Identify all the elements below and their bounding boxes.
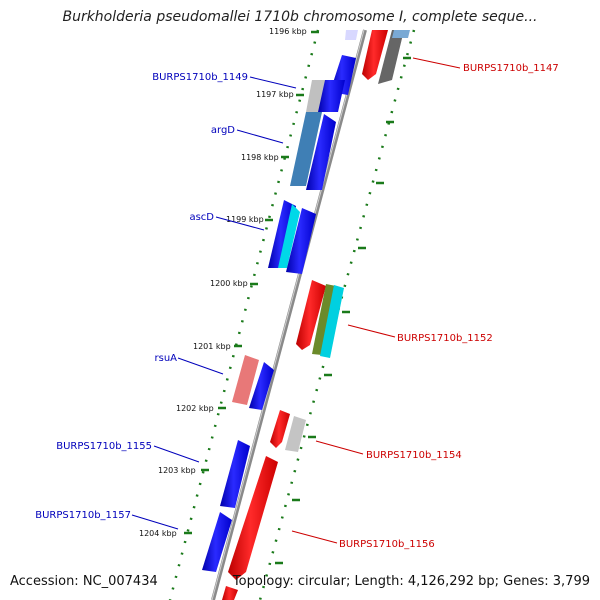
map-title: Burkholderia pseudomallei 1710b chromoso…: [62, 9, 538, 25]
gene-argD-forward[interactable]: [306, 114, 336, 190]
label-BURPS1710b_1149[interactable]: BURPS1710b_1149: [152, 72, 248, 83]
tick-label: 1198 kbp: [241, 153, 279, 162]
label-BURPS1710b_1155[interactable]: BURPS1710b_1155: [56, 441, 152, 452]
label-BURPS1710b_1152[interactable]: BURPS1710b_1152: [397, 333, 493, 344]
label-ascD[interactable]: ascD: [189, 212, 214, 223]
label-BURPS1710b_1147[interactable]: BURPS1710b_1147: [463, 63, 559, 74]
tick-label: 1202 kbp: [176, 404, 214, 413]
label-BURPS1710b_1156[interactable]: BURPS1710b_1156: [339, 539, 435, 550]
gene-bottom[interactable]: [222, 586, 238, 600]
gene-1152-cyan[interactable]: [320, 285, 344, 358]
gene-1156[interactable]: [228, 456, 278, 580]
leader-1156: [291, 530, 338, 544]
gene-1151[interactable]: [286, 208, 316, 274]
chromosome-backbone: [211, 29, 367, 600]
gene-1148[interactable]: [345, 30, 358, 40]
gene-1155[interactable]: [220, 440, 250, 508]
gene-rsuA[interactable]: [232, 355, 259, 405]
gene-1147-red[interactable]: [362, 30, 388, 80]
gene-1154-red[interactable]: [270, 410, 290, 448]
gene-1147-grey[interactable]: [378, 30, 404, 84]
leader-1152: [347, 324, 396, 338]
leader-lines: [131, 57, 461, 544]
tick-label: 1204 kbp: [139, 529, 177, 538]
leader-1147: [412, 57, 461, 69]
label-BURPS1710b_1157[interactable]: BURPS1710b_1157: [35, 510, 131, 521]
leader-1149: [249, 76, 297, 89]
gene-ascD-b[interactable]: [278, 204, 300, 268]
outer-left-guide: [168, 29, 320, 600]
gene-1152-green[interactable]: [312, 284, 336, 355]
label-BURPS1710b_1154[interactable]: BURPS1710b_1154: [366, 450, 462, 461]
label-argD[interactable]: argD: [211, 125, 235, 136]
gene-labels: BURPS1710b_1149 argD ascD rsuA BURPS1710…: [35, 63, 559, 550]
gene-1157[interactable]: [202, 512, 232, 572]
track-guides: [168, 29, 416, 600]
tick-label: 1196 kbp: [269, 27, 307, 36]
summary-text: Topology: circular; Length: 4,126,292 bp…: [232, 574, 590, 589]
right-guide: [258, 29, 416, 600]
leader-rsuA: [177, 357, 224, 375]
tick-label: 1201 kbp: [193, 342, 231, 351]
coordinate-ticks: 1196 kbp 1197 kbp 1198 kbp 1199 kbp 1200…: [139, 27, 411, 565]
tick-label: 1203 kbp: [158, 466, 196, 475]
gene-1152-red[interactable]: [296, 280, 326, 350]
accession-text: Accession: NC_007434: [10, 574, 158, 589]
gene-1149-b[interactable]: [318, 80, 345, 112]
tick-label: 1199 kbp: [226, 215, 264, 224]
leader-1157: [131, 514, 179, 530]
forward-genes: [202, 30, 358, 572]
leader-ascD: [215, 216, 265, 231]
gene-ascD-a[interactable]: [268, 200, 296, 268]
leader-argD: [236, 129, 284, 144]
tick-label: 1200 kbp: [210, 279, 248, 288]
gene-1153[interactable]: [249, 362, 274, 410]
gene-1154-grey[interactable]: [285, 416, 306, 452]
gene-argD[interactable]: [290, 112, 322, 186]
gene-1147-top[interactable]: [392, 30, 410, 38]
tick-label: 1197 kbp: [256, 90, 294, 99]
reverse-genes: [222, 30, 410, 600]
label-rsuA[interactable]: rsuA: [155, 353, 178, 364]
leader-1154: [315, 440, 364, 455]
leader-1155: [153, 445, 200, 463]
chromosome-backbone-highlight: [211, 29, 365, 600]
